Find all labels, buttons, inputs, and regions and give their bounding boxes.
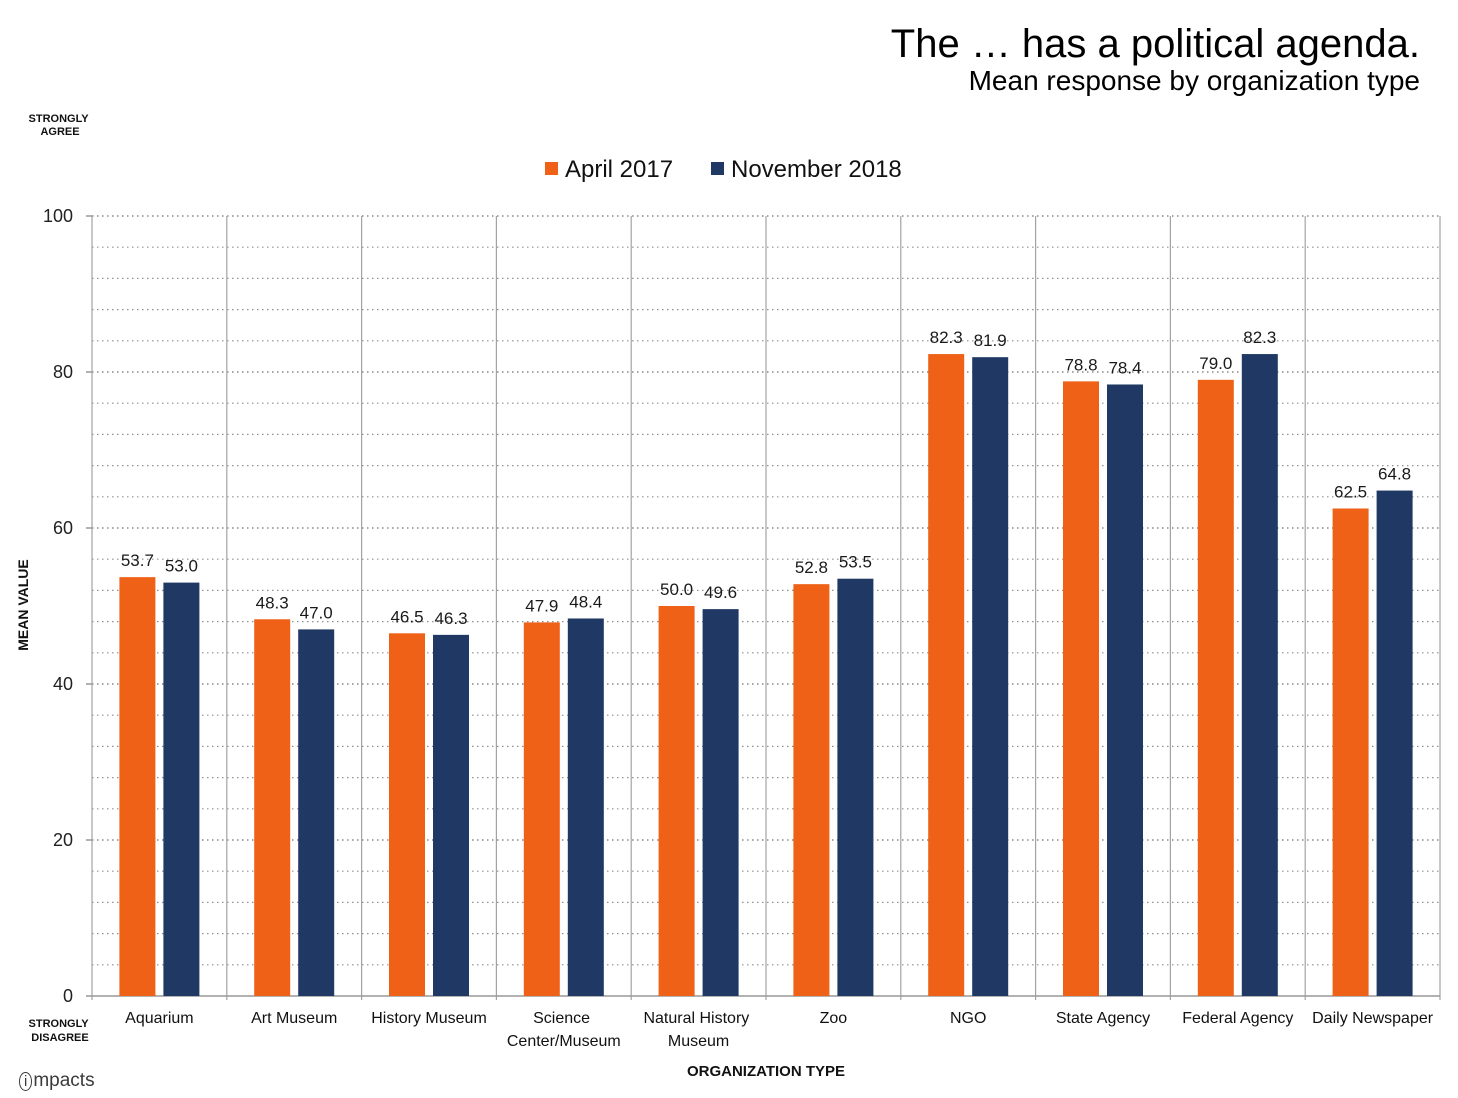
legend-swatch-november-2018: [711, 162, 724, 175]
bar-value-label-november-2018-daily-newspaper: 64.8: [1378, 465, 1411, 484]
bar-value-label-november-2018-federal-agency: 82.3: [1243, 328, 1276, 347]
label-line: Art Museum: [251, 1010, 337, 1027]
x-tick-label-art-museum: Art Museum: [251, 1010, 337, 1027]
y-axis-title: MEAN VALUE: [15, 559, 31, 651]
bar-april-2017-federal-agency: [1197, 379, 1234, 996]
x-tick-label-state-agency: State Agency: [1056, 1010, 1150, 1027]
y-tick-label: 60: [53, 518, 73, 538]
label-line: STRONGLY: [29, 113, 92, 125]
label-line: Daily Newspaper: [1312, 1010, 1434, 1027]
x-tick-label-daily-newspaper: Daily Newspaper: [1312, 1010, 1434, 1027]
bar-november-2018-aquarium: [163, 582, 200, 996]
legend: April 2017 November 2018: [545, 156, 902, 183]
x-tick-label-natural-history-museum: Natural History Museum: [643, 1010, 753, 1050]
bar-value-labels: 53.7 48.3 46.5 47.9 50.0 52.8 82.3 78.8 79.0 62.5…: [121, 328, 1411, 628]
bar-value-label-november-2018-natural-history-museum: 49.6: [704, 583, 737, 602]
bar-april-2017-daily-newspaper: [1332, 508, 1369, 996]
y-max-note: STRONGLY AGREE: [29, 113, 92, 138]
bar-april-2017-zoo: [793, 584, 830, 996]
bar-november-2018-science-center-museum: [567, 618, 604, 996]
y-tick-label: 20: [53, 830, 73, 850]
x-tick-label-federal-agency: Federal Agency: [1182, 1010, 1293, 1027]
impacts-logo: impacts: [24, 1070, 95, 1091]
bar-value-label-april-2017-state-agency: 78.8: [1064, 355, 1097, 374]
label-line: Center/Museum: [507, 1033, 621, 1050]
bar-value-label-april-2017-natural-history-museum: 50.0: [660, 580, 693, 599]
bar-value-label-november-2018-science-center-museum: 48.4: [569, 592, 602, 611]
label-line: STRONGLY: [29, 1018, 92, 1030]
bar-november-2018-ngo: [972, 357, 1009, 996]
x-tick-label-history-museum: History Museum: [371, 1010, 487, 1027]
y-tick-label: 40: [53, 674, 73, 694]
label-line: Aquarium: [125, 1010, 193, 1027]
label-line: DISAGREE: [31, 1032, 88, 1044]
bar-value-label-april-2017-ngo: 82.3: [930, 328, 963, 347]
chart-title: The … has a political agenda.: [891, 22, 1420, 66]
legend-label-november-2018: November 2018: [731, 156, 902, 183]
label-line: Museum: [668, 1033, 729, 1050]
y-tick-label: 100: [43, 206, 73, 226]
label-line: State Agency: [1056, 1010, 1150, 1027]
bar-november-2018-daily-newspaper: [1376, 490, 1413, 996]
bar-april-2017-aquarium: [119, 577, 156, 996]
x-axis-title: ORGANIZATION TYPE: [687, 1063, 845, 1080]
bar-value-label-november-2018-state-agency: 78.4: [1108, 358, 1141, 377]
label-line: History Museum: [371, 1010, 487, 1027]
bar-value-label-november-2018-history-museum: 46.3: [434, 609, 467, 628]
y-tick-label: 80: [53, 362, 73, 382]
x-tick-label-science-center-museum: Science Center/Museum: [507, 1010, 621, 1050]
bar-value-label-november-2018-aquarium: 53.0: [165, 557, 198, 576]
bar-value-label-november-2018-art-museum: 47.0: [300, 603, 333, 622]
bar-april-2017-natural-history-museum: [658, 606, 695, 996]
bar-value-label-april-2017-history-museum: 46.5: [390, 607, 423, 626]
label-line: AGREE: [40, 126, 79, 138]
bar-april-2017-history-museum: [389, 633, 425, 996]
bar-april-2017-state-agency: [1063, 381, 1099, 996]
y-tick-label: 0: [63, 986, 73, 1006]
axes: 0 20 40 60 80 100 Aquarium Art Museum History Mu…: [43, 206, 1434, 1050]
bar-value-label-april-2017-art-museum: 48.3: [256, 593, 289, 612]
bar-november-2018-federal-agency: [1241, 354, 1278, 996]
bar-november-2018-history-museum: [433, 634, 469, 996]
legend-label-april-2017: April 2017: [565, 156, 673, 183]
label-line: Zoo: [820, 1010, 848, 1027]
bar-april-2017-art-museum: [254, 619, 291, 996]
bar-november-2018-natural-history-museum: [702, 609, 739, 996]
label-line: NGO: [950, 1010, 986, 1027]
bar-value-label-november-2018-ngo: 81.9: [974, 331, 1007, 350]
label-line: Natural History: [643, 1010, 753, 1027]
chart-subtitle: Mean response by organization type: [969, 65, 1420, 96]
bar-value-label-april-2017-federal-agency: 79.0: [1199, 354, 1232, 373]
label-line: Federal Agency: [1182, 1010, 1293, 1027]
bar-april-2017-science-center-museum: [523, 622, 560, 996]
x-tick-label-zoo: Zoo: [820, 1010, 848, 1027]
y-min-note: STRONGLY DISAGREE: [29, 1018, 92, 1044]
bar-value-label-april-2017-daily-newspaper: 62.5: [1334, 483, 1367, 502]
bar-value-label-april-2017-science-center-museum: 47.9: [525, 596, 558, 615]
bar-value-label-april-2017-aquarium: 53.7: [121, 551, 154, 570]
label-line: Science: [533, 1010, 594, 1027]
bar-november-2018-art-museum: [298, 629, 335, 996]
bar-april-2017-ngo: [928, 354, 965, 996]
x-tick-label-ngo: NGO: [950, 1010, 986, 1027]
bar-november-2018-zoo: [837, 578, 874, 996]
bar-value-label-november-2018-zoo: 53.5: [839, 553, 872, 572]
bar-value-label-april-2017-zoo: 52.8: [795, 558, 828, 577]
legend-swatch-april-2017: [545, 162, 558, 175]
bar-november-2018-state-agency: [1107, 384, 1143, 997]
bars: [119, 354, 1413, 997]
x-tick-label-aquarium: Aquarium: [125, 1010, 193, 1027]
